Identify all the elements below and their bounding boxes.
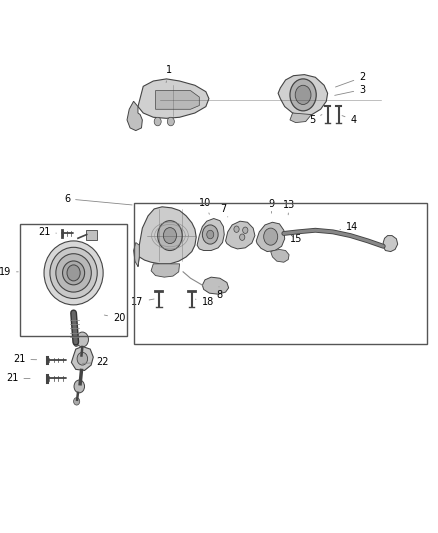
Bar <box>20 224 127 336</box>
Text: 9: 9 <box>268 199 275 213</box>
Ellipse shape <box>56 254 92 292</box>
Text: 5: 5 <box>309 115 322 125</box>
Text: 6: 6 <box>64 194 132 205</box>
Circle shape <box>74 380 85 393</box>
Circle shape <box>163 228 177 244</box>
Circle shape <box>290 79 316 111</box>
Ellipse shape <box>63 261 85 285</box>
Bar <box>86 230 97 240</box>
Text: 15: 15 <box>290 234 302 244</box>
Polygon shape <box>271 249 289 262</box>
Bar <box>134 203 427 344</box>
Text: 18: 18 <box>195 297 214 307</box>
Polygon shape <box>278 75 328 116</box>
Circle shape <box>167 117 174 126</box>
Polygon shape <box>290 113 312 123</box>
Circle shape <box>158 221 182 251</box>
Text: 22: 22 <box>82 358 109 367</box>
Text: 21: 21 <box>6 374 30 383</box>
Text: 10: 10 <box>199 198 211 214</box>
Circle shape <box>74 398 80 405</box>
Circle shape <box>295 85 311 104</box>
Circle shape <box>67 265 80 281</box>
Circle shape <box>264 228 278 245</box>
Circle shape <box>77 352 88 365</box>
Text: 8: 8 <box>216 287 222 300</box>
Circle shape <box>74 340 79 346</box>
Text: 19: 19 <box>0 267 18 277</box>
Text: 1: 1 <box>166 66 172 83</box>
Polygon shape <box>127 101 142 131</box>
Polygon shape <box>151 264 180 277</box>
Circle shape <box>234 226 239 232</box>
Polygon shape <box>138 79 209 118</box>
Text: 13: 13 <box>283 200 295 215</box>
Text: 17: 17 <box>131 297 154 307</box>
Circle shape <box>202 225 218 244</box>
Polygon shape <box>256 222 285 252</box>
Circle shape <box>207 230 214 239</box>
Polygon shape <box>197 219 224 251</box>
Text: 21: 21 <box>38 227 57 237</box>
Text: 14: 14 <box>340 222 358 231</box>
Text: 2: 2 <box>336 72 365 87</box>
Polygon shape <box>138 207 196 266</box>
Polygon shape <box>226 221 255 249</box>
Text: 7: 7 <box>220 204 228 217</box>
Text: 4: 4 <box>342 115 357 125</box>
Polygon shape <box>155 91 199 109</box>
Polygon shape <box>383 236 398 252</box>
Circle shape <box>243 227 248 233</box>
Circle shape <box>76 332 88 347</box>
Circle shape <box>154 117 161 126</box>
Text: 20: 20 <box>104 313 125 323</box>
Text: 21: 21 <box>13 354 37 364</box>
Polygon shape <box>202 277 229 294</box>
Text: 3: 3 <box>335 85 365 95</box>
Polygon shape <box>134 243 139 266</box>
Ellipse shape <box>44 241 103 305</box>
Ellipse shape <box>50 247 97 298</box>
Circle shape <box>240 234 245 240</box>
Polygon shape <box>71 346 93 370</box>
